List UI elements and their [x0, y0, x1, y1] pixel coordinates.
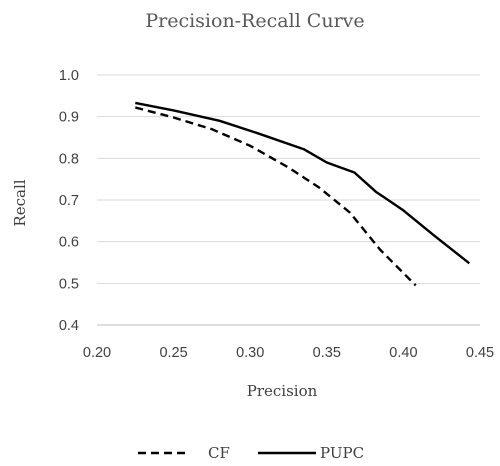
- x-tick-label: 0.40: [389, 345, 417, 361]
- tick-labels: 0.4 0.5 0.6 0.7 0.8 0.9 1.0 0.20 0.25 0.30 0.35 0.4…: [59, 68, 494, 361]
- x-tick-label: 0.20: [83, 345, 111, 361]
- x-tick-label: 0.35: [313, 345, 341, 361]
- legend-label-pupc: PUPC: [320, 444, 364, 462]
- x-tick-label: 0.45: [466, 345, 494, 361]
- series-line-cf: [134, 106, 417, 287]
- legend-label-cf: CF: [208, 444, 230, 462]
- y-tick-label: 0.8: [59, 151, 79, 167]
- chart-title: Precision-Recall Curve: [145, 10, 364, 32]
- y-axis-label: Recall: [11, 179, 29, 226]
- x-tick-label: 0.30: [236, 345, 264, 361]
- x-axis-label: Precision: [247, 382, 318, 400]
- y-tick-label: 0.4: [59, 318, 79, 334]
- y-tick-label: 0.5: [59, 276, 79, 292]
- y-tick-label: 1.0: [59, 68, 79, 84]
- y-tick-label: 0.7: [59, 193, 79, 209]
- series-lines: [134, 101, 471, 287]
- x-tick-label: 0.25: [159, 345, 187, 361]
- legend: CF PUPC: [138, 444, 364, 462]
- y-tick-label: 0.6: [59, 235, 79, 251]
- grid-lines: [97, 74, 480, 284]
- y-tick-label: 0.9: [59, 110, 79, 126]
- series-line-pupc: [135, 101, 471, 265]
